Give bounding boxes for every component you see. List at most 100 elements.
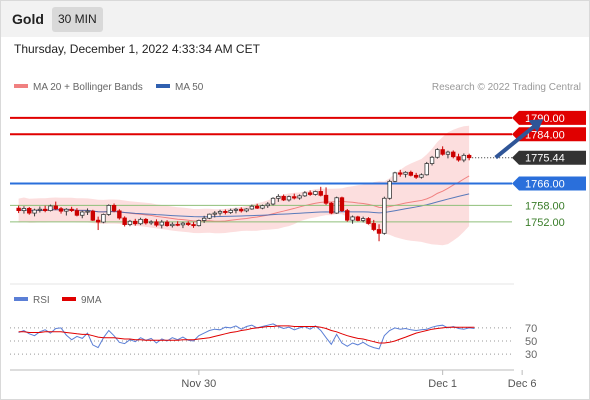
candle-body bbox=[376, 229, 382, 234]
candle-body bbox=[228, 209, 233, 213]
candle-body bbox=[175, 223, 180, 226]
candle-body bbox=[95, 219, 101, 223]
candle-body bbox=[21, 208, 27, 212]
candle-body bbox=[403, 171, 408, 175]
x-tick-label-1: Dec 1 bbox=[428, 378, 457, 390]
bollinger-band bbox=[18, 125, 470, 246]
rsi-tick-1: 50 bbox=[525, 336, 537, 348]
candle-body bbox=[318, 191, 323, 196]
candle-body bbox=[244, 208, 249, 212]
level-tag-2 bbox=[512, 176, 586, 191]
candle-body bbox=[313, 191, 318, 195]
candle-body bbox=[143, 218, 149, 224]
candle-body bbox=[254, 205, 260, 209]
candle-body bbox=[170, 223, 175, 227]
candle-body bbox=[32, 209, 37, 214]
candle-body bbox=[398, 172, 403, 175]
candle-body bbox=[286, 196, 292, 201]
credit-text: Research © 2022 Trading Central bbox=[432, 82, 581, 93]
candle-body bbox=[111, 205, 117, 212]
timeframe-badge[interactable]: 30 MIN bbox=[52, 7, 103, 32]
candle-body bbox=[456, 156, 461, 161]
candle-body bbox=[239, 208, 244, 212]
candle-body bbox=[74, 210, 80, 216]
rsi-ma9-line bbox=[18, 325, 475, 344]
rsi-legend-swatch-0 bbox=[14, 297, 28, 301]
candle-body bbox=[270, 197, 276, 205]
candle-body bbox=[350, 216, 355, 221]
candle-body bbox=[445, 151, 451, 155]
candle-body bbox=[302, 192, 308, 197]
rsi-tick-2: 30 bbox=[525, 349, 537, 361]
candle-body bbox=[382, 197, 387, 234]
candle-body bbox=[69, 208, 74, 212]
candle-body bbox=[223, 211, 228, 213]
candle-body bbox=[90, 210, 96, 221]
candle-body bbox=[201, 217, 207, 221]
candle-body bbox=[122, 217, 127, 225]
candle-body bbox=[27, 208, 32, 214]
header-bar: Gold 30 MIN bbox=[1, 1, 589, 37]
candle-body bbox=[265, 203, 270, 207]
candle-body bbox=[16, 207, 21, 212]
last-price-tag bbox=[512, 150, 586, 165]
forecast-arrow-head bbox=[528, 119, 544, 133]
candle-body bbox=[440, 149, 445, 155]
candle-body bbox=[339, 197, 345, 212]
level-label-4: 1752.00 bbox=[525, 217, 565, 229]
candle-body bbox=[154, 221, 159, 226]
candle-body bbox=[37, 208, 43, 211]
candle-body bbox=[429, 156, 435, 164]
candle-body bbox=[48, 205, 53, 212]
candle-body bbox=[196, 220, 202, 227]
rsi-legend-label-1: 9MA bbox=[81, 295, 102, 306]
candle-body bbox=[329, 202, 334, 214]
last-price-label: 1775.44 bbox=[525, 153, 565, 165]
candle-body bbox=[355, 216, 361, 221]
rsi-legend-label-0: RSI bbox=[33, 295, 50, 306]
candle-body bbox=[207, 213, 212, 219]
level-label-2: 1766.00 bbox=[525, 179, 565, 191]
candle-body bbox=[466, 154, 472, 159]
legend-label-1: MA 50 bbox=[175, 82, 204, 93]
symbol-title: Gold bbox=[12, 11, 44, 27]
candle-body bbox=[424, 163, 429, 176]
candle-body bbox=[164, 221, 170, 227]
legend-swatch-1 bbox=[156, 84, 170, 88]
datetime-label: Thursday, December 1, 2022 4:33:34 AM CE… bbox=[14, 42, 260, 56]
candle-body bbox=[366, 218, 371, 224]
candle-body bbox=[64, 208, 69, 212]
candle-body bbox=[345, 210, 350, 221]
candle-body bbox=[260, 205, 265, 209]
candle-body bbox=[80, 211, 85, 216]
x-tick-label-2: Dec 6 bbox=[508, 378, 537, 390]
level-label-1: 1784.00 bbox=[525, 129, 565, 141]
candle-body bbox=[413, 174, 419, 178]
candle-body bbox=[53, 205, 58, 210]
candle-body bbox=[191, 224, 196, 227]
candle-body bbox=[58, 208, 64, 212]
candle-body bbox=[307, 192, 313, 195]
candle-body bbox=[159, 221, 164, 226]
level-label-3: 1758.00 bbox=[525, 200, 565, 212]
candle-body bbox=[419, 174, 424, 178]
candle-body bbox=[101, 214, 106, 223]
candle-body bbox=[292, 196, 297, 199]
candle-body bbox=[276, 195, 281, 199]
candle-body bbox=[180, 222, 186, 226]
candle-body bbox=[323, 194, 329, 204]
candle-body bbox=[435, 149, 440, 158]
candle-body bbox=[360, 218, 366, 221]
x-tick-label-0: Nov 30 bbox=[181, 378, 216, 390]
candle-body bbox=[392, 172, 398, 182]
candle-body bbox=[371, 223, 376, 230]
rsi-legend-swatch-1 bbox=[62, 297, 76, 301]
legend-swatch-0 bbox=[14, 84, 28, 88]
candle-body bbox=[42, 208, 48, 212]
candle-body bbox=[138, 218, 143, 225]
candle-body bbox=[106, 205, 111, 215]
candle-body bbox=[408, 171, 414, 176]
candle-body bbox=[186, 222, 191, 225]
candle-body bbox=[133, 220, 138, 225]
